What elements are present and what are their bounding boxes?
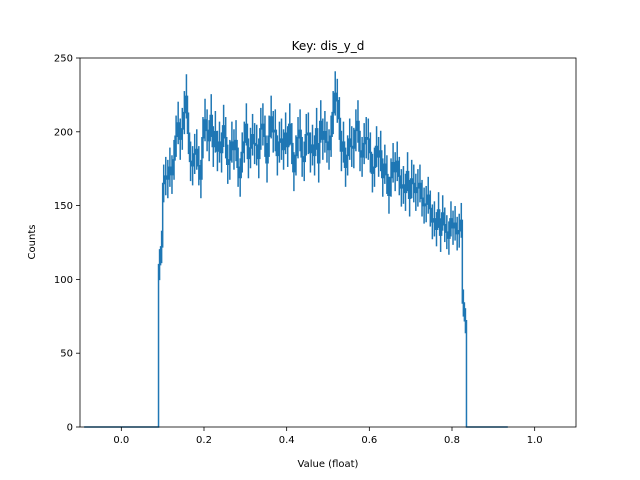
y-tick-label: 150: [54, 201, 73, 212]
histogram-step-line: [84, 92, 508, 428]
plot-area: [84, 71, 508, 428]
x-tick-label: 0.2: [196, 435, 212, 446]
axes-frame: [79, 57, 577, 428]
x-tick-label: 0.6: [361, 435, 377, 446]
y-axis-ticks: 0 50 100 150 200 250: [54, 54, 80, 434]
y-tick-label: 200: [54, 127, 73, 138]
x-tick-label: 0.4: [279, 435, 295, 446]
x-axis-ticks: 0.0 0.2 0.4 0.6 0.8 1.0: [113, 427, 543, 446]
x-tick-label: 1.0: [527, 435, 543, 446]
x-axis-label: Value (float): [298, 459, 359, 470]
y-tick-label: 100: [54, 275, 73, 286]
y-tick-label: 50: [60, 349, 73, 360]
y-tick-label: 250: [54, 54, 73, 65]
x-tick-label: 0.8: [444, 435, 460, 446]
y-axis-label: Counts: [27, 225, 38, 260]
chart-title: Key: dis_y_d: [292, 39, 365, 53]
x-tick-label: 0.0: [113, 435, 129, 446]
y-tick-label: 0: [67, 423, 73, 434]
